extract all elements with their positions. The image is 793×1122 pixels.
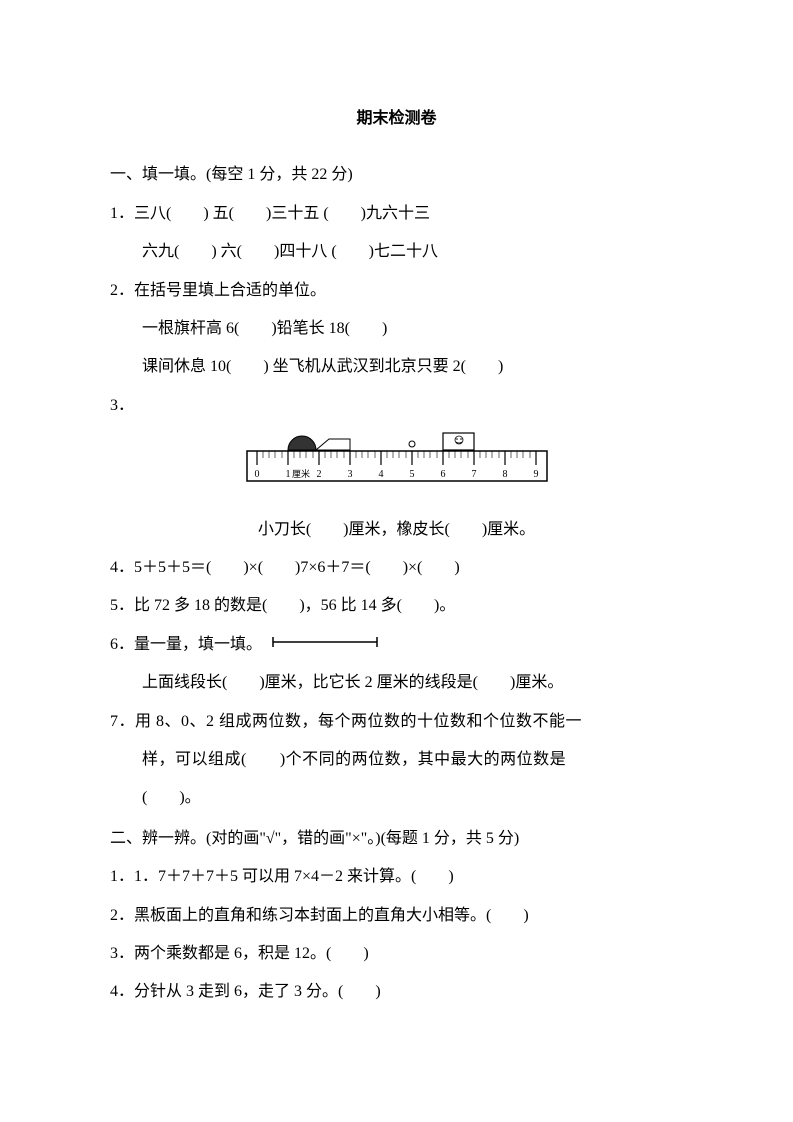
q4-num: 4． — [110, 559, 134, 576]
svg-text:3: 3 — [347, 469, 352, 480]
s2-q1-num: 1． — [110, 868, 134, 885]
q4: 4．5＋5＋5＝( )×( )7×6＋7＝( )×( ) — [110, 549, 683, 587]
s2-q3: 3．两个乘数都是 6，积是 12。( ) — [110, 935, 683, 973]
q4-text: 5＋5＋5＝( )×( )7×6＋7＝( )×( ) — [134, 559, 460, 576]
s2-q2-text: 黑板面上的直角和练习本封面上的直角大小相等。( ) — [134, 907, 529, 924]
q7-line3: ( )。 — [110, 779, 683, 817]
q6-num: 6． — [110, 636, 134, 653]
s2-q2-num: 2． — [110, 907, 134, 924]
s2-q3-text: 两个乘数都是 6，积是 12。( ) — [134, 945, 369, 962]
s2-q4: 4．分针从 3 走到 6，走了 3 分。( ) — [110, 973, 683, 1011]
q6: 6．量一量，填一填。 — [110, 626, 683, 665]
page-title: 期末检测卷 — [110, 100, 683, 138]
svg-text:9: 9 — [533, 469, 538, 480]
q2-line2: 课间休息 10( ) 坐飞机从武汉到北京只要 2( ) — [110, 348, 683, 386]
q7: 7．用 8、0、2 组成两位数，每个两位数的十位数和个位数不能一 — [110, 703, 683, 741]
q1-line2: 六九( ) 六( )四十八 ( )七二十八 — [110, 233, 683, 271]
q2: 2．在括号里填上合适的单位。 — [110, 272, 683, 310]
q7-line1: 用 8、0、2 组成两位数，每个两位数的十位数和个位数不能一 — [135, 713, 582, 730]
section1-header: 一、填一填。(每空 1 分，共 22 分) — [110, 156, 683, 194]
q3-caption: 小刀长( )厘米，橡皮长( )厘米。 — [110, 511, 683, 549]
s2-q2: 2．黑板面上的直角和练习本封面上的直角大小相等。( ) — [110, 897, 683, 935]
ruler-unit-label: 厘米 — [291, 468, 309, 479]
svg-text:7: 7 — [471, 469, 476, 480]
q6-intro: 量一量，填一填。 — [134, 636, 262, 653]
q2-num: 2． — [110, 282, 134, 299]
q6-line1: 上面线段长( )厘米，比它长 2 厘米的线段是( )厘米。 — [110, 664, 683, 702]
q5: 5．比 72 多 18 的数是( )，56 比 14 多( )。 — [110, 587, 683, 625]
q1-num: 1． — [110, 205, 134, 222]
svg-text:4: 4 — [378, 469, 383, 480]
s2-q1-text: 1．7＋7＋7＋5 可以用 7×4－2 来计算。( ) — [134, 868, 454, 885]
svg-text:8: 8 — [502, 469, 507, 480]
q3: 3． — [110, 387, 683, 425]
q3-num: 3． — [110, 397, 134, 414]
line-segment-figure — [270, 626, 380, 664]
s2-q3-num: 3． — [110, 945, 134, 962]
svg-text:6: 6 — [440, 469, 445, 480]
s2-q4-text: 分针从 3 走到 6，走了 3 分。( ) — [134, 983, 381, 1000]
q7-num: 7． — [110, 713, 135, 730]
s2-q4-num: 4． — [110, 983, 134, 1000]
svg-text:0: 0 — [254, 469, 259, 480]
q1-line1: 三八( ) 五( )三十五 ( )九六十三 — [134, 205, 430, 222]
svg-text:1: 1 — [285, 469, 290, 480]
q2-line1: 一根旗杆高 6( )铅笔长 18( ) — [110, 310, 683, 348]
ruler-svg: 0 1 2 3 4 5 6 7 8 9 厘米 — [237, 431, 557, 493]
ruler-figure: 0 1 2 3 4 5 6 7 8 9 厘米 — [110, 431, 683, 508]
q7-line2: 样，可以组成( )个不同的两位数，其中最大的两位数是 — [110, 741, 683, 779]
svg-text:5: 5 — [409, 469, 414, 480]
section2-header: 二、辨一辨。(对的画"√"，错的画"×"。)(每题 1 分，共 5 分) — [110, 820, 683, 858]
q5-num: 5． — [110, 597, 134, 614]
q2-intro: 在括号里填上合适的单位。 — [134, 282, 326, 299]
s2-q1: 1．1．7＋7＋7＋5 可以用 7×4－2 来计算。( ) — [110, 858, 683, 896]
q1: 1．三八( ) 五( )三十五 ( )九六十三 — [110, 195, 683, 233]
q5-text: 比 72 多 18 的数是( )，56 比 14 多( )。 — [134, 597, 455, 614]
svg-text:2: 2 — [316, 469, 321, 480]
